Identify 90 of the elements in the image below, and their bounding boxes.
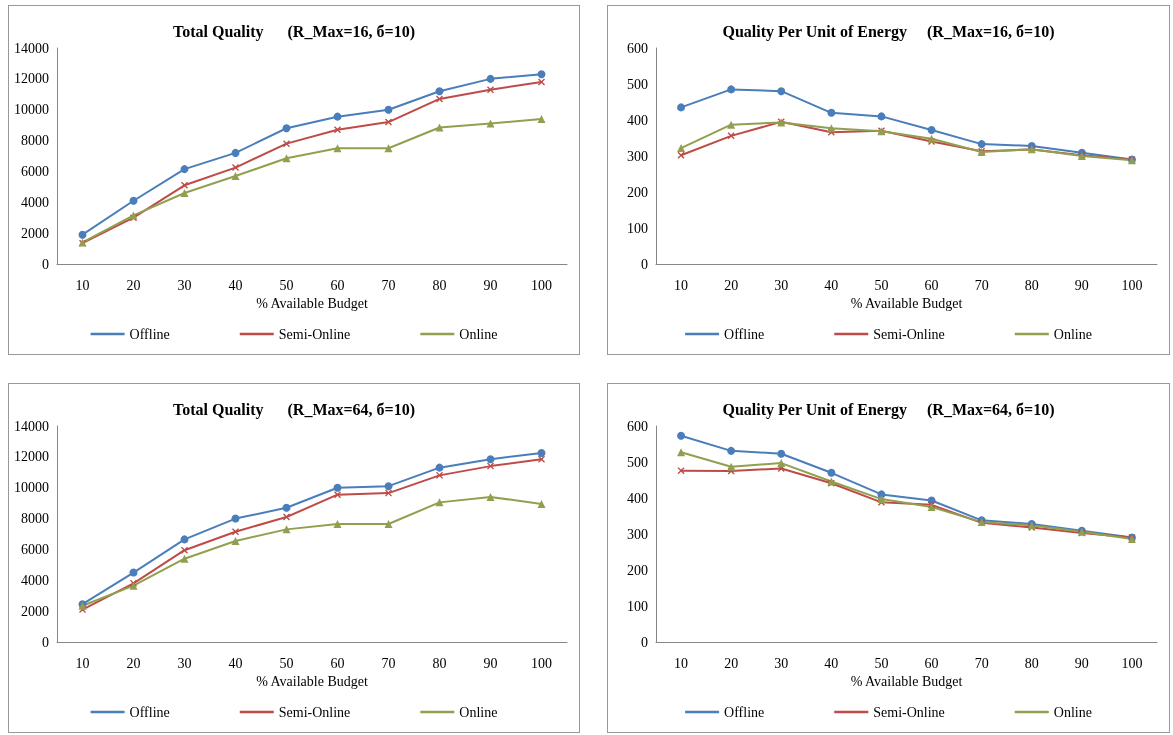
x-tick-label: 80 <box>432 277 447 293</box>
x-tick-label: 90 <box>483 277 498 293</box>
y-tick-label: 100 <box>627 598 648 614</box>
x-tick-label: 100 <box>1121 277 1143 293</box>
x-tick-label: 80 <box>432 655 447 671</box>
y-tick-label: 10000 <box>14 480 49 496</box>
x-tick-label: 60 <box>330 655 345 671</box>
x-tick-label: 100 <box>531 277 552 293</box>
y-tick-label: 4000 <box>21 194 49 210</box>
x-tick-label: 70 <box>381 277 396 293</box>
y-tick-label: 600 <box>627 418 648 434</box>
y-tick-label: 12000 <box>14 449 49 465</box>
y-tick-label: 2000 <box>21 603 49 619</box>
y-tick-label: 400 <box>627 112 648 128</box>
legend-label: Offline <box>129 704 170 720</box>
legend-label: Online <box>459 704 498 720</box>
chart-title: Total Quality (R_Max=16, б=10) <box>172 22 416 41</box>
legend-label: Semi-Online <box>873 326 945 342</box>
y-tick-label: 12000 <box>14 71 49 87</box>
x-tick-label: 100 <box>1121 655 1143 671</box>
y-tick-label: 0 <box>641 256 648 272</box>
x-tick-label: 50 <box>279 655 294 671</box>
x-tick-label: 50 <box>874 655 889 671</box>
y-tick-label: 200 <box>627 562 648 578</box>
x-tick-label: 40 <box>228 277 243 293</box>
x-tick-label: 30 <box>774 277 789 293</box>
y-tick-label: 300 <box>627 148 648 164</box>
x-tick-label: 50 <box>874 277 889 293</box>
y-tick-label: 14000 <box>14 40 49 56</box>
legend-label: Semi-Online <box>278 704 351 720</box>
chart-title: Quality Per Unit of Energy (R_Max=64, б=10) <box>722 400 1055 419</box>
x-tick-label: 90 <box>1074 655 1089 671</box>
y-tick-label: 100 <box>627 220 648 236</box>
x-tick-label: 20 <box>126 277 141 293</box>
x-tick-label: 30 <box>774 655 789 671</box>
legend-label: Offline <box>129 326 170 342</box>
x-axis-title: % Available Budget <box>850 296 963 312</box>
x-tick-label: 20 <box>724 277 739 293</box>
x-tick-label: 40 <box>824 655 839 671</box>
x-tick-label: 40 <box>824 277 839 293</box>
x-tick-label: 50 <box>279 277 294 293</box>
legend-label: Offline <box>724 326 765 342</box>
y-tick-label: 200 <box>627 184 648 200</box>
y-tick-label: 500 <box>627 454 648 470</box>
x-axis-title: % Available Budget <box>256 296 368 312</box>
y-tick-label: 14000 <box>14 418 49 434</box>
chart-title: Quality Per Unit of Energy (R_Max=16, б=10) <box>722 22 1055 41</box>
y-tick-label: 600 <box>627 40 648 56</box>
x-tick-label: 10 <box>674 277 689 293</box>
x-tick-label: 100 <box>531 655 552 671</box>
x-tick-label: 60 <box>924 277 939 293</box>
y-tick-label: 400 <box>627 490 648 506</box>
y-tick-label: 2000 <box>21 225 49 241</box>
y-tick-label: 8000 <box>21 511 49 527</box>
x-tick-label: 10 <box>75 277 90 293</box>
legend-label: Offline <box>724 704 765 720</box>
x-tick-label: 70 <box>381 655 396 671</box>
y-tick-label: 6000 <box>21 541 49 557</box>
y-tick-label: 0 <box>641 634 648 650</box>
x-tick-label: 70 <box>974 655 989 671</box>
y-tick-label: 0 <box>42 256 49 272</box>
x-tick-label: 90 <box>1074 277 1089 293</box>
y-tick-label: 0 <box>42 634 49 650</box>
x-tick-label: 80 <box>1024 655 1039 671</box>
x-tick-label: 40 <box>228 655 243 671</box>
x-tick-label: 20 <box>724 655 739 671</box>
x-axis-title: % Available Budget <box>256 674 368 690</box>
x-tick-label: 20 <box>126 655 141 671</box>
y-tick-label: 8000 <box>21 133 49 149</box>
x-tick-label: 60 <box>924 655 939 671</box>
y-tick-label: 4000 <box>21 572 49 588</box>
x-tick-label: 80 <box>1024 277 1039 293</box>
x-tick-label: 10 <box>75 655 90 671</box>
y-tick-label: 10000 <box>14 102 49 118</box>
x-tick-label: 30 <box>177 277 192 293</box>
x-tick-label: 10 <box>674 655 689 671</box>
legend-label: Online <box>459 326 498 342</box>
chart-title: Total Quality (R_Max=64, б=10) <box>172 400 416 419</box>
legend-label: Semi-Online <box>278 326 351 342</box>
legend-label: Semi-Online <box>873 704 945 720</box>
y-tick-label: 6000 <box>21 163 49 179</box>
legend-label: Online <box>1053 704 1092 720</box>
x-tick-label: 90 <box>483 655 498 671</box>
x-tick-label: 60 <box>330 277 345 293</box>
legend-label: Online <box>1053 326 1092 342</box>
x-axis-title: % Available Budget <box>850 674 963 690</box>
y-tick-label: 500 <box>627 76 648 92</box>
x-tick-label: 30 <box>177 655 192 671</box>
x-tick-label: 70 <box>974 277 989 293</box>
y-tick-label: 300 <box>627 526 648 542</box>
